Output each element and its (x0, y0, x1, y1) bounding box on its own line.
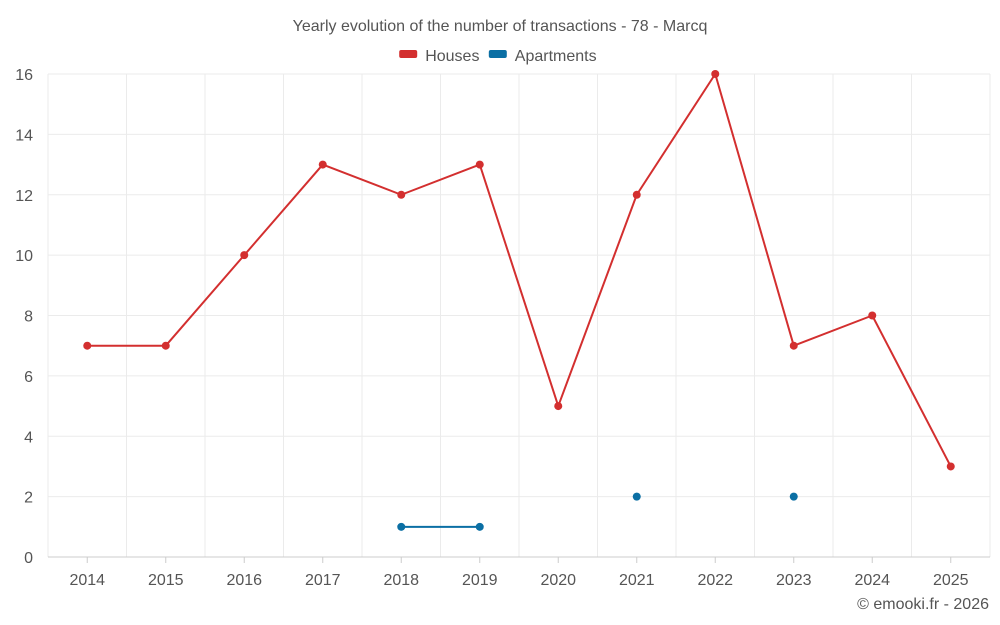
y-tick-label: 6 (24, 369, 33, 386)
x-tick-label: 2019 (462, 572, 498, 589)
x-tick-label: 2020 (540, 572, 576, 589)
data-point-houses (789, 341, 798, 350)
x-tick-label: 2021 (619, 572, 655, 589)
data-point-houses (554, 402, 563, 411)
data-point-houses (161, 341, 170, 350)
data-point-houses (240, 251, 249, 260)
x-tick-label: 2016 (226, 572, 262, 589)
legend-swatch (488, 50, 507, 58)
y-tick-label: 12 (15, 188, 33, 205)
legend-swatch (399, 50, 418, 58)
x-tick-label: 2024 (854, 572, 890, 589)
legend-label: Apartments (515, 48, 597, 65)
y-tick-label: 2 (24, 490, 33, 507)
data-point-houses (397, 190, 406, 199)
x-tick-label: 2025 (933, 572, 969, 589)
data-point-houses (632, 190, 641, 199)
legend: Houses Apartments (399, 48, 597, 65)
data-point-houses (868, 311, 877, 320)
series-houses (83, 70, 955, 471)
x-tick-label: 2022 (697, 572, 733, 589)
series-line-houses (87, 73, 952, 467)
series-apartments (397, 492, 798, 531)
grid (47, 73, 991, 557)
x-tick-label: 2018 (383, 572, 419, 589)
data-point-houses (318, 160, 327, 169)
data-point-apartments (789, 492, 798, 501)
data-point-apartments (475, 522, 484, 531)
data-point-houses (711, 70, 720, 78)
credit-text: © emooki.fr - 2026 (857, 596, 989, 613)
y-tick-label: 14 (15, 127, 33, 144)
legend-label: Houses (425, 48, 479, 65)
y-tick-label: 10 (15, 248, 33, 265)
y-tick-label: 4 (24, 429, 33, 446)
x-tick-label: 2015 (148, 572, 184, 589)
data-point-houses (946, 462, 955, 471)
legend-item-apartments: Apartments (488, 48, 597, 65)
series-layer (83, 70, 955, 531)
y-tick-label: 16 (15, 67, 33, 84)
legend-item-houses: Houses (399, 48, 479, 65)
y-tick-label: 0 (24, 550, 33, 567)
x-tick-label: 2023 (776, 572, 812, 589)
data-point-apartments (397, 522, 406, 531)
x-tick-label: 2014 (69, 572, 105, 589)
chart-title: Yearly evolution of the number of transa… (293, 18, 708, 35)
x-tick-label: 2017 (305, 572, 341, 589)
data-point-houses (83, 341, 92, 350)
data-point-houses (475, 160, 484, 169)
data-point-apartments (632, 492, 641, 501)
y-tick-label: 8 (24, 309, 33, 326)
axes: 0 2 4 6 8 10 12 14 16 2014 2015 2016 2017 2018 2019 202… (15, 67, 990, 589)
